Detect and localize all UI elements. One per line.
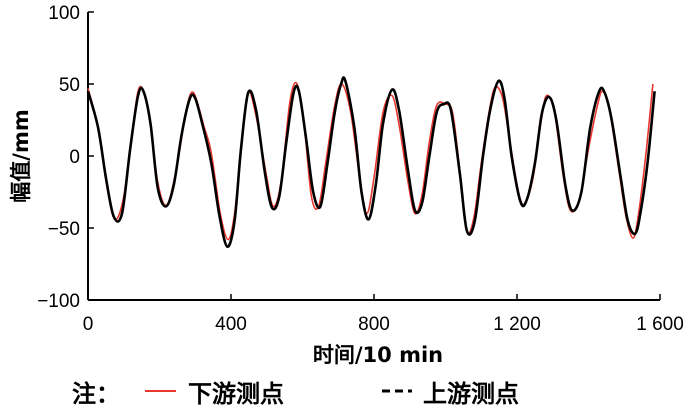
x-tick-label: 400: [215, 314, 247, 335]
legend-label-downstream: 下游测点: [188, 380, 284, 408]
legend-label-upstream: 上游测点: [423, 380, 519, 408]
y-tick-label: −50: [48, 219, 80, 240]
x-tick-label: 0: [83, 314, 94, 335]
legend: 注： 下游测点 上游测点: [72, 380, 519, 408]
x-tick-label: 800: [358, 314, 390, 335]
x-tick-label: 1 200: [493, 314, 541, 335]
series-layer: [86, 76, 656, 248]
series-line-upstream: [86, 76, 656, 248]
y-tick-label: 50: [59, 75, 80, 96]
y-tick-label: 0: [69, 147, 80, 168]
y-tick-label: 100: [48, 3, 80, 24]
axes: [87, 11, 661, 301]
x-axis-title: 时间/10 min: [313, 343, 443, 367]
legend-prefix: 注：: [72, 380, 120, 408]
y-tick-label: −100: [37, 291, 80, 312]
y-axis-title: 幅值/mm: [9, 109, 33, 202]
x-tick-label: 1 600: [636, 314, 684, 335]
